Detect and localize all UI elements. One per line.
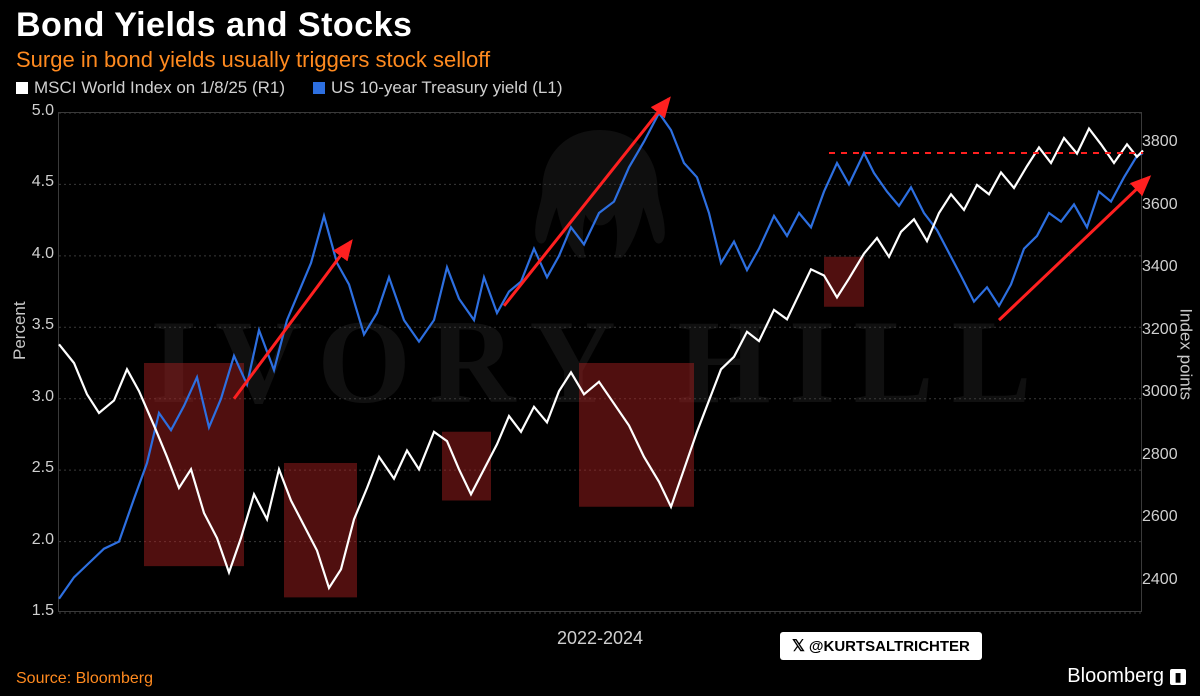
x-axis-label: 2022-2024	[0, 628, 1200, 649]
ytick-left: 2.5	[16, 459, 54, 477]
trend-arrow	[234, 242, 351, 399]
chart-subtitle: Surge in bond yields usually triggers st…	[16, 47, 490, 73]
ytick-left: 3.5	[16, 316, 54, 334]
legend-swatch-msci	[16, 82, 28, 94]
handle-tag: 𝕏 @KURTSALTRICHTER	[780, 632, 982, 660]
legend-item-yield: US 10-year Treasury yield (L1)	[313, 78, 562, 98]
highlight-box	[144, 363, 244, 566]
brand-text: Bloomberg	[1067, 665, 1164, 688]
chart-title: Bond Yields and Stocks	[16, 6, 490, 45]
highlight-box	[442, 432, 491, 501]
legend-item-msci: MSCI World Index on 1/8/25 (R1)	[16, 78, 285, 98]
trend-arrow	[999, 177, 1149, 320]
brand: Bloomberg ▮	[1067, 665, 1186, 688]
legend: MSCI World Index on 1/8/25 (R1) US 10-ye…	[16, 78, 563, 98]
ytick-right: 2800	[1142, 446, 1186, 464]
ytick-right: 2400	[1142, 571, 1186, 589]
ytick-left: 2.0	[16, 531, 54, 549]
chart-svg	[59, 113, 1141, 611]
trend-arrow	[504, 99, 669, 306]
legend-label-msci: MSCI World Index on 1/8/25 (R1)	[34, 78, 285, 98]
ytick-left: 4.5	[16, 173, 54, 191]
ytick-right: 3800	[1142, 133, 1186, 151]
plot-area: IVORY HILL	[58, 112, 1142, 612]
x-logo-icon: 𝕏	[792, 636, 805, 656]
brand-terminal-icon: ▮	[1170, 669, 1186, 685]
highlight-box	[284, 463, 357, 597]
ytick-right: 3000	[1142, 383, 1186, 401]
legend-swatch-yield	[313, 82, 325, 94]
handle-text: @KURTSALTRICHTER	[809, 638, 970, 655]
ytick-right: 3200	[1142, 321, 1186, 339]
source-text: Source: Bloomberg	[16, 670, 153, 688]
ytick-right: 3400	[1142, 258, 1186, 276]
ytick-right: 3600	[1142, 196, 1186, 214]
ytick-left: 3.0	[16, 388, 54, 406]
ytick-left: 5.0	[16, 102, 54, 120]
ytick-right: 2600	[1142, 508, 1186, 526]
ytick-left: 4.0	[16, 245, 54, 263]
ytick-left: 1.5	[16, 602, 54, 620]
legend-label-yield: US 10-year Treasury yield (L1)	[331, 78, 562, 98]
